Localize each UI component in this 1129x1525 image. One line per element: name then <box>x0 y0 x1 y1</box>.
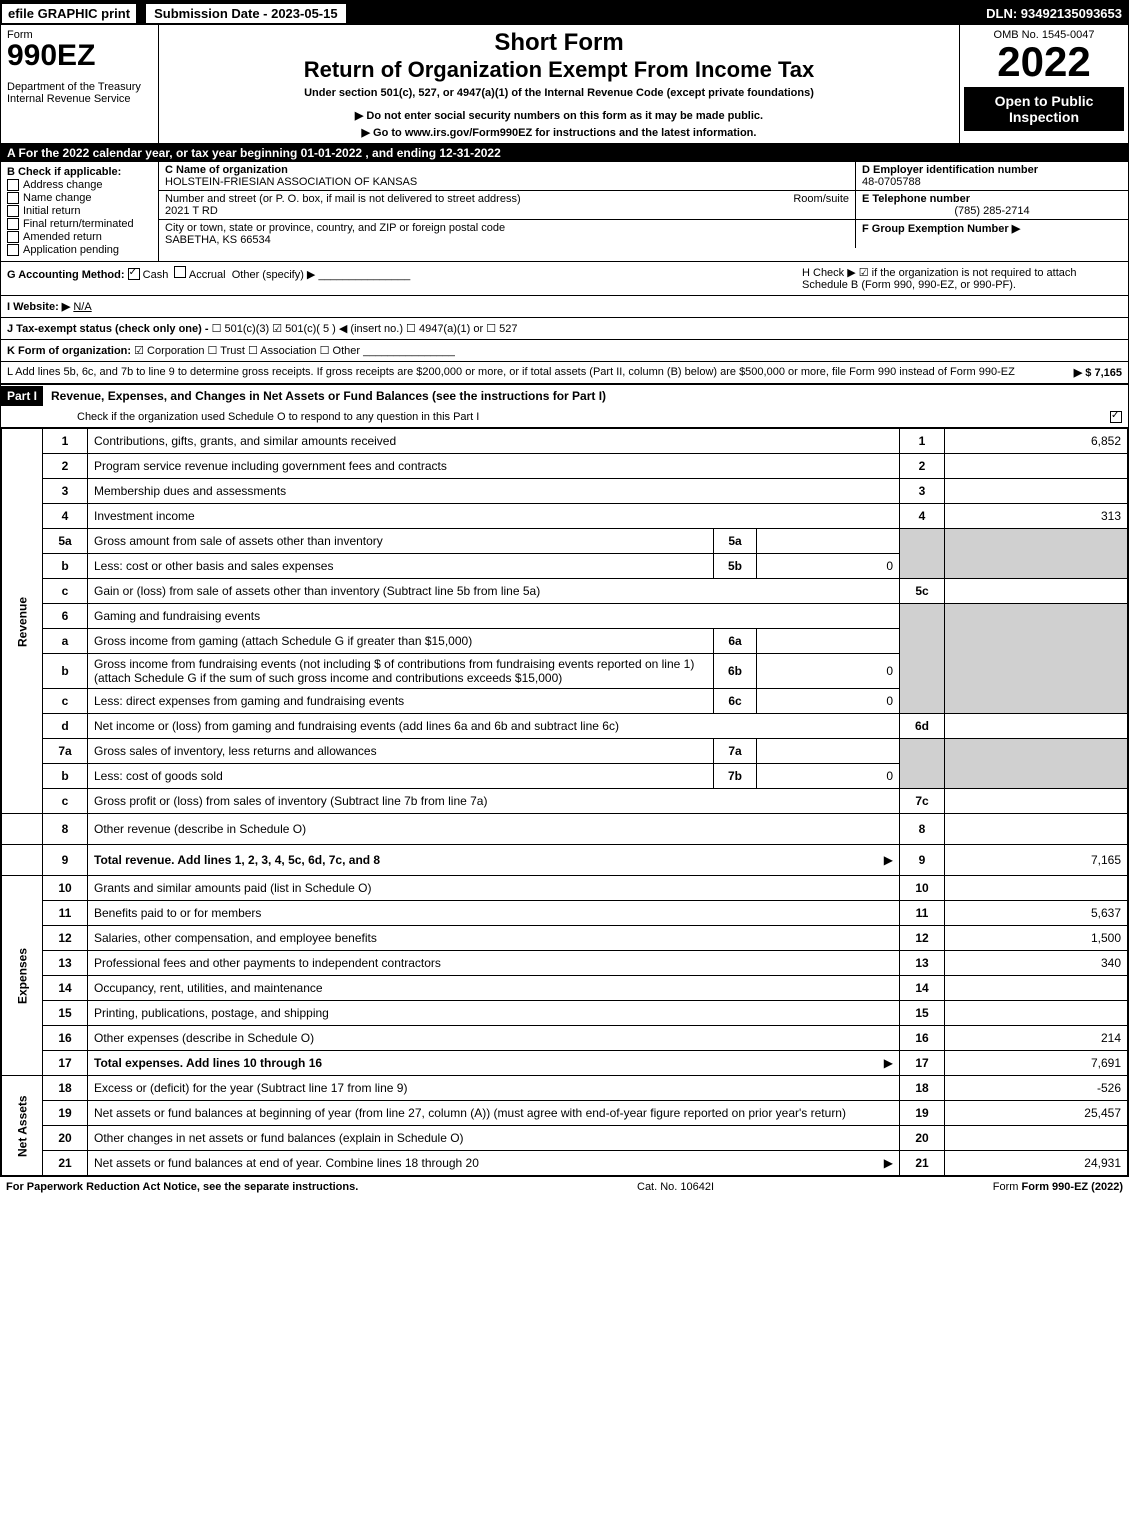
info-grid: B Check if applicable: Address change Na… <box>1 162 1128 262</box>
line-15: 15 Printing, publications, postage, and … <box>2 1001 1128 1026</box>
street-value: 2021 T RD <box>165 205 849 217</box>
phone-value: (785) 285-2714 <box>862 205 1122 217</box>
section-e: E Telephone number (785) 285-2714 <box>856 191 1128 220</box>
website-value: N/A <box>73 301 91 313</box>
submission-date: Submission Date - 2023-05-15 <box>145 3 347 24</box>
city-value: SABETHA, KS 66534 <box>165 234 849 246</box>
header-subtitle: Under section 501(c), 527, or 4947(a)(1)… <box>169 87 949 99</box>
efile-badge: efile GRAPHIC print <box>1 3 137 24</box>
part-1-title: Revenue, Expenses, and Changes in Net As… <box>51 385 1128 407</box>
page-footer: For Paperwork Reduction Act Notice, see … <box>0 1177 1129 1197</box>
section-c-city: City or town, state or province, country… <box>159 220 856 248</box>
tax-year: 2022 <box>964 41 1124 83</box>
line-14: 14 Occupancy, rent, utilities, and maint… <box>2 976 1128 1001</box>
cb-schedule-o[interactable] <box>1110 411 1122 423</box>
side-netassets: Net Assets <box>2 1076 43 1176</box>
cb-final-return[interactable]: Final return/terminated <box>7 218 152 230</box>
line-10: Expenses 10 Grants and similar amounts p… <box>2 876 1128 901</box>
cb-address-change[interactable]: Address change <box>7 179 152 191</box>
row-g-h: G Accounting Method: Cash Accrual Other … <box>1 262 1128 296</box>
header-mid: Short Form Return of Organization Exempt… <box>159 25 959 143</box>
section-l: L Add lines 5b, 6c, and 7b to line 9 to … <box>1 362 1128 384</box>
part-1-header: Part I Revenue, Expenses, and Changes in… <box>1 384 1128 407</box>
line-6: 6 Gaming and fundraising events <box>2 604 1128 629</box>
cb-name-change[interactable]: Name change <box>7 192 152 204</box>
line-17: 17 Total expenses. Add lines 10 through … <box>2 1051 1128 1076</box>
section-j: J Tax-exempt status (check only one) - ☐… <box>1 318 1128 340</box>
return-title: Return of Organization Exempt From Incom… <box>169 57 949 83</box>
line-1: Revenue 1 Contributions, gifts, grants, … <box>2 429 1128 454</box>
header-note-1: ▶ Do not enter social security numbers o… <box>169 109 949 122</box>
side-expenses: Expenses <box>2 876 43 1076</box>
ein-value: 48-0705788 <box>862 176 1122 188</box>
gross-receipts-value: ▶ $ 7,165 <box>1074 366 1122 379</box>
section-cde: C Name of organization HOLSTEIN-FRIESIAN… <box>159 162 1128 261</box>
org-name: HOLSTEIN-FRIESIAN ASSOCIATION OF KANSAS <box>165 176 849 188</box>
line-5a: 5a Gross amount from sale of assets othe… <box>2 529 1128 554</box>
line-9: 9 Total revenue. Add lines 1, 2, 3, 4, 5… <box>2 845 1128 876</box>
line-21: 21 Net assets or fund balances at end of… <box>2 1151 1128 1176</box>
line-3: 3 Membership dues and assessments 3 <box>2 479 1128 504</box>
footer-mid: Cat. No. 10642I <box>637 1181 714 1193</box>
cb-accrual[interactable] <box>174 266 186 278</box>
cb-application-pending[interactable]: Application pending <box>7 244 152 256</box>
cb-amended-return[interactable]: Amended return <box>7 231 152 243</box>
line-19: 19 Net assets or fund balances at beginn… <box>2 1101 1128 1126</box>
line-20: 20 Other changes in net assets or fund b… <box>2 1126 1128 1151</box>
section-d: D Employer identification number 48-0705… <box>856 162 1128 191</box>
irs-label: Internal Revenue Service <box>7 93 152 105</box>
section-b-heading: B Check if applicable: <box>7 166 152 178</box>
line-7a: 7a Gross sales of inventory, less return… <box>2 739 1128 764</box>
section-f: F Group Exemption Number ▶ <box>856 220 1128 248</box>
section-g: G Accounting Method: Cash Accrual Other … <box>7 266 802 291</box>
line-2: 2 Program service revenue including gove… <box>2 454 1128 479</box>
footer-right: Form Form 990-EZ (2022) <box>993 1181 1123 1193</box>
short-form-title: Short Form <box>169 29 949 57</box>
section-h: H Check ▶ ☑ if the organization is not r… <box>802 266 1122 291</box>
part-1-label: Part I <box>1 386 43 406</box>
section-a: A For the 2022 calendar year, or tax yea… <box>1 144 1128 162</box>
section-b: B Check if applicable: Address change Na… <box>1 162 159 261</box>
line-6d: d Net income or (loss) from gaming and f… <box>2 714 1128 739</box>
line-11: 11 Benefits paid to or for members 11 5,… <box>2 901 1128 926</box>
finance-table: Revenue 1 Contributions, gifts, grants, … <box>1 428 1128 1176</box>
line-12: 12 Salaries, other compensation, and emp… <box>2 926 1128 951</box>
form-number: 990EZ <box>7 41 152 71</box>
form-container: efile GRAPHIC print Submission Date - 20… <box>0 0 1129 1177</box>
open-to-public: Open to Public Inspection <box>964 87 1124 131</box>
section-i: I Website: ▶ N/A <box>1 296 1128 318</box>
dln-number: DLN: 93492135093653 <box>986 6 1128 21</box>
line-18: Net Assets 18 Excess or (deficit) for th… <box>2 1076 1128 1101</box>
cb-initial-return[interactable]: Initial return <box>7 205 152 217</box>
form-header: Form 990EZ Department of the Treasury In… <box>1 25 1128 144</box>
header-left: Form 990EZ Department of the Treasury In… <box>1 25 159 143</box>
section-c-name: C Name of organization HOLSTEIN-FRIESIAN… <box>159 162 856 191</box>
top-bar: efile GRAPHIC print Submission Date - 20… <box>1 1 1128 25</box>
header-note-2: ▶ Go to www.irs.gov/Form990EZ for instru… <box>169 126 949 139</box>
section-k: K Form of organization: ☑ Corporation ☐ … <box>1 340 1128 362</box>
section-c-street: Number and street (or P. O. box, if mail… <box>159 191 856 220</box>
line-4: 4 Investment income 4 313 <box>2 504 1128 529</box>
side-revenue: Revenue <box>2 429 43 814</box>
footer-left: For Paperwork Reduction Act Notice, see … <box>6 1181 358 1193</box>
cb-cash[interactable] <box>128 268 140 280</box>
part-1-check-note: Check if the organization used Schedule … <box>1 407 1128 428</box>
line-16: 16 Other expenses (describe in Schedule … <box>2 1026 1128 1051</box>
dept-treasury: Department of the Treasury <box>7 81 152 93</box>
line-13: 13 Professional fees and other payments … <box>2 951 1128 976</box>
line-7c: c Gross profit or (loss) from sales of i… <box>2 789 1128 814</box>
line-8: 8 Other revenue (describe in Schedule O)… <box>2 814 1128 845</box>
line-5c: c Gain or (loss) from sale of assets oth… <box>2 579 1128 604</box>
header-right: OMB No. 1545-0047 2022 Open to Public In… <box>959 25 1128 143</box>
